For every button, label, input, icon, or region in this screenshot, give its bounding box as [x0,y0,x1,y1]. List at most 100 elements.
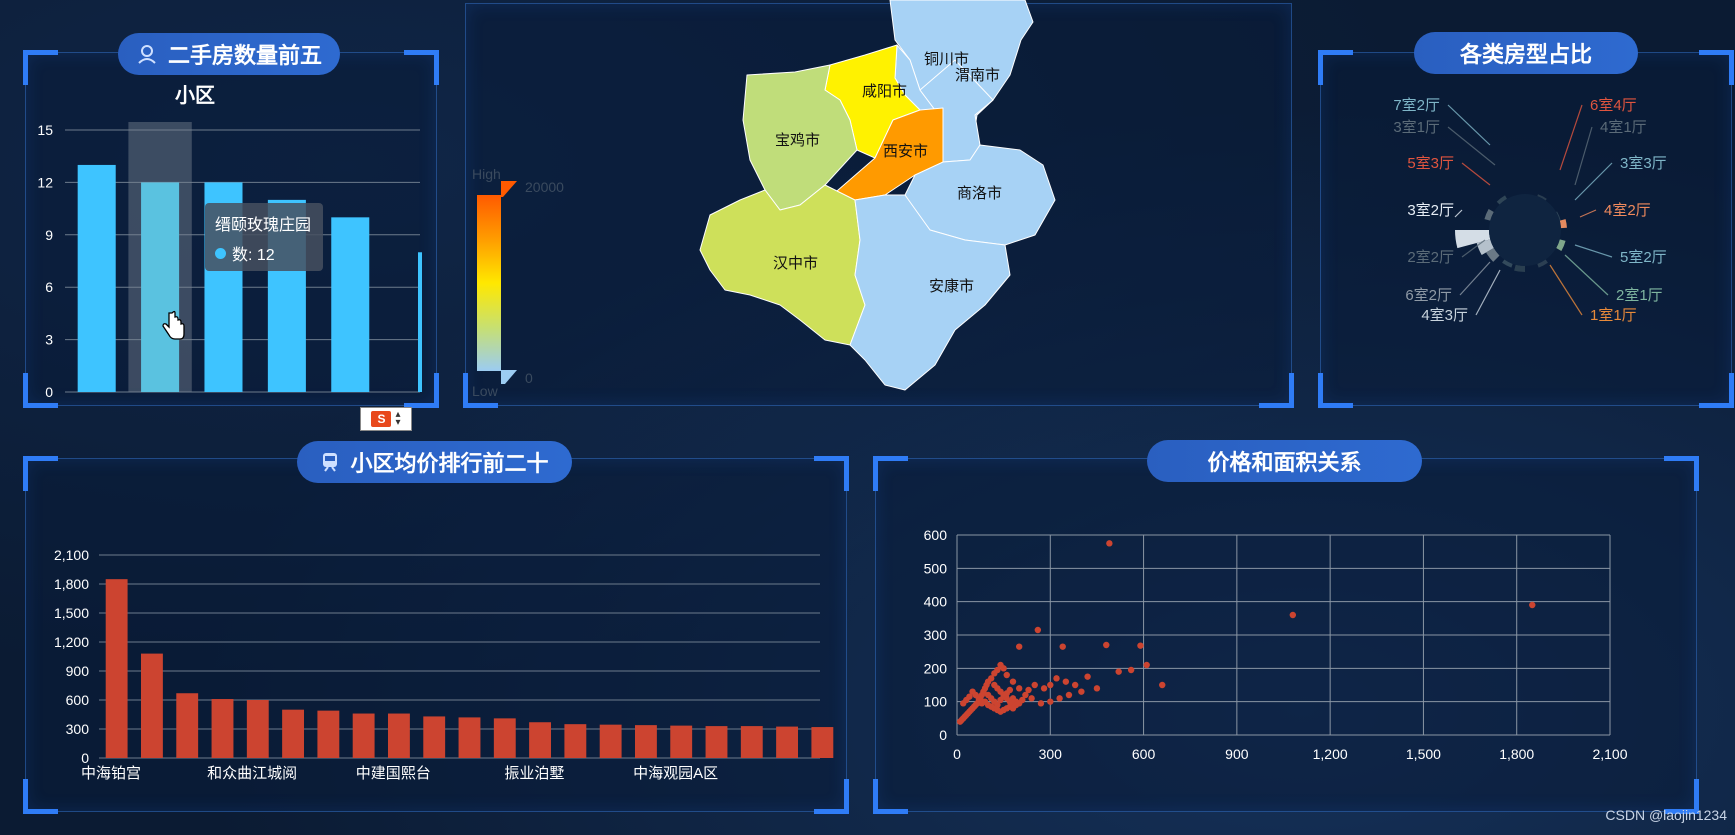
visualmap-bar[interactable] [477,195,501,371]
y-tick-label: 15 [37,122,53,138]
bar [529,722,552,758]
price-area-scatter-chart[interactable]: 0 100 200 300 400 500 600 0 300 600 900 1,200 1,500 1… [875,520,1695,790]
chart-title: 小区 [175,84,215,107]
y-tick-label: 300 [924,627,948,643]
sogou-ime-icon: S [371,411,392,427]
scatter-point [1093,685,1101,692]
price-rank-bar-chart[interactable]: 0 300 600 900 1,200 1,500 1,800 2,100 中海铂宫 和众曲江城阅… [25,520,845,790]
bar [776,726,799,758]
visualmap-min-handle[interactable] [501,370,517,384]
x-tick-label: 0 [953,746,961,762]
scatter-point [1025,686,1032,694]
scatter-point [1143,661,1150,669]
rose-label: 7室2厅 [1393,97,1440,114]
scatter-point [1015,685,1023,692]
rose-label: 6室4厅 [1590,97,1637,114]
scatter-point [1159,681,1166,689]
x-tick-label: 中建国熙台 [356,765,431,782]
label-leader-line [1459,261,1491,296]
bar [811,727,834,758]
label-leader-line [1574,162,1613,201]
corner-decoration [1318,50,1353,85]
scatter-title: 价格和面积关系 [1207,450,1362,475]
scatter-point [1031,681,1038,689]
bar [387,713,410,758]
x-tick-label: 1,500 [1406,746,1441,762]
scatter-point [1009,705,1017,712]
scatter-point [1078,688,1085,695]
rose-label: 2室2厅 [1407,249,1454,266]
scatter-point [956,718,964,725]
y-tick-label: 9 [45,227,53,243]
rose-center [1489,194,1561,266]
x-tick-label: 1,800 [1499,746,1534,762]
pie-title: 各类房型占比 [1459,42,1592,67]
map-region-baoji[interactable] [742,64,858,211]
bar [105,579,128,758]
map-region-label: 西安市 [883,143,928,160]
bar [423,716,446,758]
bar [564,724,587,758]
bar [246,700,269,758]
corner-decoration [1318,373,1353,408]
map-region-ankang[interactable] [849,194,1011,391]
map-region-label: 商洛市 [957,185,1002,202]
rose-label: 5室2厅 [1620,249,1667,266]
visualmap-high-label: High [472,166,501,182]
label-leader-line [1447,126,1496,166]
scatter-title-pill: 价格和面积关系 [1147,440,1422,482]
x-tick-label: 1,200 [1313,746,1348,762]
visualmap-min-label: 0 [525,370,533,386]
y-tick-label: 200 [924,660,948,676]
corner-decoration [23,779,58,814]
x-tick-label: 和众曲江城阅 [207,765,297,782]
chart-tooltip: 缙颐玫瑰庄园 数: 12 [205,203,323,271]
corner-decoration [404,373,439,408]
rose-label: 3室2厅 [1407,202,1454,219]
y-tick-label: 0 [939,727,947,743]
bar [740,726,763,758]
rose-sector [1496,195,1507,205]
shaanxi-map[interactable]: High 20000 0 Low 铜川市渭南市咸阳市宝鸡市西安市商洛市汉中市安康… [465,0,1290,400]
rose-label: 1室1厅 [1590,307,1637,324]
bar [705,726,728,758]
bar-cutoff [418,252,422,392]
scatter-point [1062,678,1070,685]
y-tick-label: 1,800 [54,576,89,592]
label-leader-line [1447,104,1491,146]
scatter-point [1065,691,1073,699]
bar [176,693,199,758]
scatter-point [969,688,976,695]
ime-indicator[interactable]: S ▴ ▾ [360,407,412,431]
y-tick-label: 1,500 [54,605,89,621]
label-leader-line [1574,126,1593,186]
scatter-point [1289,611,1297,619]
roomtype-rose-chart[interactable]: 7室2厅 3室1厅 5室3厅 3室2厅 2室2厅 6室2厅 4室3厅 6室4厅 4室1厅 3室3厅… [1320,90,1730,390]
scatter-point [1019,696,1026,704]
ime-toggle-icon: ▴ ▾ [395,409,401,428]
scatter-point [1022,691,1029,699]
tooltip-value: 数: 12 [232,247,275,264]
visualmap-max-handle[interactable] [501,181,517,197]
tooltip-name: 缙颐玫瑰庄园 [215,217,312,234]
corner-decoration [1699,50,1734,85]
scatter-point [1028,695,1035,702]
x-tick-label: 2,100 [1592,746,1627,762]
scatter-point [1047,698,1054,705]
y-tick-label: 12 [37,174,53,190]
visualmap-low-label: Low [472,383,499,399]
label-leader-line [1559,104,1583,171]
scatter-point [1115,668,1122,675]
bar [211,699,234,758]
y-tick-label: 900 [66,663,90,679]
y-tick-label: 500 [924,560,948,576]
scatter-point [1137,642,1144,649]
rose-label: 3室3厅 [1620,155,1667,172]
corner-decoration [404,50,439,85]
bar [282,709,305,758]
watermark: CSDN @laojin1234 [1605,807,1727,823]
y-tick-label: 300 [66,721,90,737]
rose-sector [1537,259,1548,268]
scatter-point [1084,673,1091,680]
bar [140,653,163,758]
